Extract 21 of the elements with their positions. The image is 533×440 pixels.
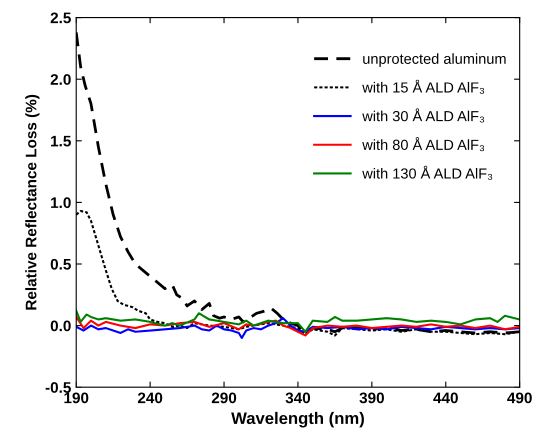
x-tick-label: 440 [433,392,458,404]
y-tick-label: -0.5 [46,382,71,393]
legend-label: unprotected aluminum [363,53,506,67]
x-tick-label: 340 [286,392,310,404]
x-tick-label: 240 [138,392,162,404]
legend-label: with 130 Å ALD AlF₃ [362,166,492,180]
x-axis-title: Wavelength (nm) [231,412,364,428]
legend-label: with 30 Å ALD AlF₃ [362,108,484,122]
legend-label: with 15 Å ALD AlF₃ [362,80,484,94]
x-tick-label: 390 [359,392,384,404]
legend-label: with 80 Å ALD AlF₃ [362,137,484,152]
x-tick-label: 190 [64,392,88,404]
y-axis-title: Relative Reflectance Loss (%) [25,94,40,310]
y-tick-label: 1.0 [51,197,71,208]
x-tick-label: 490 [507,392,532,404]
y-tick-label: 0.5 [50,258,71,270]
y-tick-label: 0.0 [50,320,71,332]
y-tick-label: 2.0 [50,74,71,85]
x-tick-label: 290 [212,392,236,404]
y-tick-label: 2.5 [50,12,71,24]
y-tick-label: 1.5 [51,136,71,146]
